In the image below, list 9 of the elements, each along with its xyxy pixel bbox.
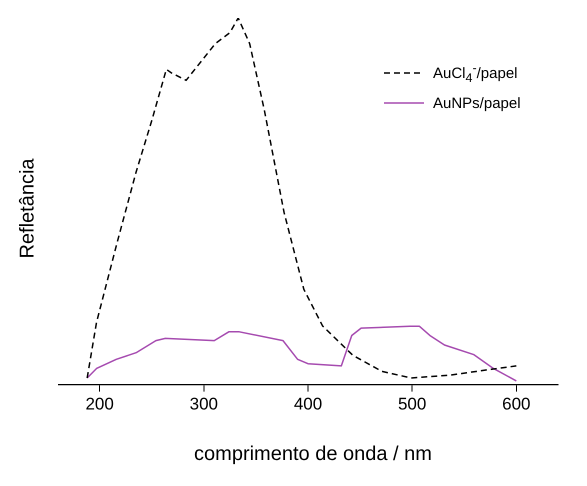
x-tick-label: 400 <box>294 394 322 414</box>
x-tick-label: 500 <box>398 394 426 414</box>
legend-label: AuNPs/papel <box>433 94 521 112</box>
x-axis-title: comprimento de onda / nm <box>193 443 433 466</box>
legend-label: AuCl$_{4}$$^{-}$/papel <box>433 61 518 85</box>
x-tick-label: 600 <box>502 394 531 414</box>
x-tick-label: 200 <box>85 394 114 414</box>
x-tick-label: 300 <box>190 394 218 414</box>
y-axis-title: Refletância <box>16 158 40 258</box>
